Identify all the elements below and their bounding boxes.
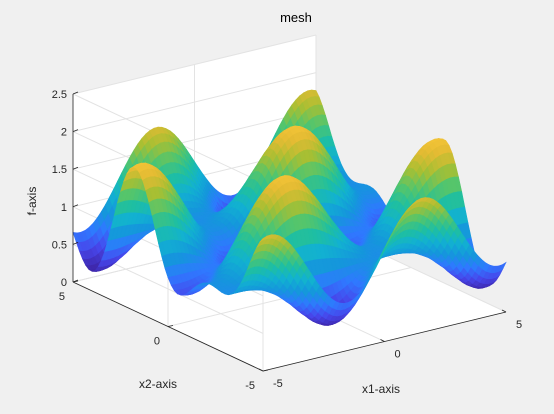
x1-tick-label: 5	[516, 319, 522, 331]
x2-tick-label: 5	[59, 291, 65, 303]
z-tick-label: 2	[61, 127, 67, 139]
z-tick-label: 1.5	[52, 164, 67, 176]
x1-tick-label: -5	[273, 378, 283, 390]
z-tick-label: 0	[61, 277, 67, 289]
x1-tick-label: 0	[395, 349, 401, 361]
x2-axis-label: x2-axis	[139, 377, 177, 391]
x2-tick-label: 0	[154, 336, 160, 348]
z-tick-label: 1	[61, 202, 67, 214]
z-tick-label: 2.5	[52, 89, 67, 101]
f-axis-label: f-axis	[25, 187, 39, 216]
x2-tick-label: -5	[245, 380, 255, 392]
chart-title: mesh	[280, 10, 312, 25]
x1-axis-label: x1-axis	[362, 382, 400, 396]
z-tick-label: 0.5	[52, 239, 67, 251]
